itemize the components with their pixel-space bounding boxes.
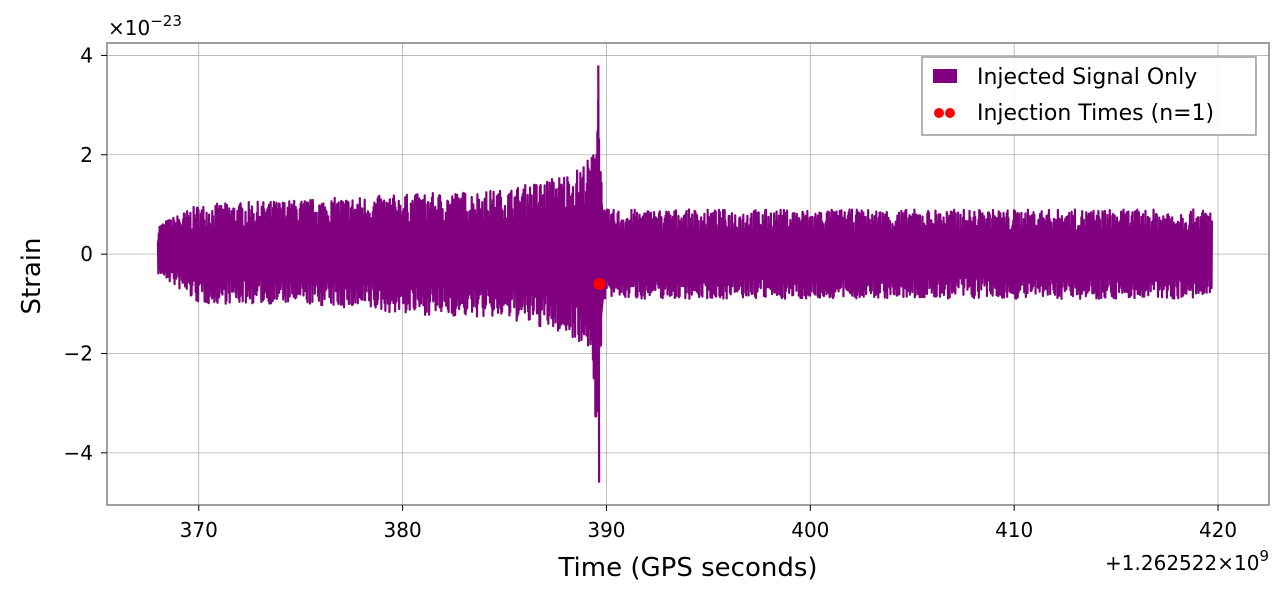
injected-signal-core-band: [157, 159, 1212, 366]
legend-box: [921, 56, 1257, 136]
legend: Injected Signal Only Injection Times (n=…: [921, 56, 1257, 136]
legend-label-injected-signal: Injected Signal Only: [977, 65, 1197, 90]
legend-swatch-injected-signal: [933, 69, 957, 83]
x-tick-label: 380: [384, 518, 422, 542]
x-axis-label: Time (GPS seconds): [557, 553, 817, 583]
injection-time-marker: [593, 277, 606, 290]
y-axis-label: Strain: [17, 237, 47, 314]
x-tick-label: 420: [1199, 518, 1237, 542]
x-tick-label: 410: [995, 518, 1033, 542]
series-layer: [156, 65, 1214, 483]
legend-marker-injection-times-b: [945, 108, 955, 118]
y-scale-label: ×10−23: [108, 12, 182, 40]
x-tick-label: 400: [791, 518, 829, 542]
y-tick-label: 2: [80, 143, 93, 167]
x-offset-label: +1.262522×109: [1105, 547, 1269, 575]
y-tick-label: 0: [80, 242, 93, 266]
x-tick-label: 390: [587, 518, 625, 542]
y-tick-label: −4: [64, 441, 93, 465]
x-offset-exponent: 9: [1259, 547, 1269, 565]
legend-label-injection-times: Injection Times (n=1): [977, 101, 1214, 126]
x-tick-label: 370: [180, 518, 218, 542]
y-scale-exponent: −23: [150, 12, 182, 30]
plot-frame: [106, 42, 1270, 506]
y-tick-label: −2: [64, 341, 93, 365]
y-tick-label: 4: [80, 43, 93, 67]
legend-marker-injection-times-a: [934, 108, 944, 118]
